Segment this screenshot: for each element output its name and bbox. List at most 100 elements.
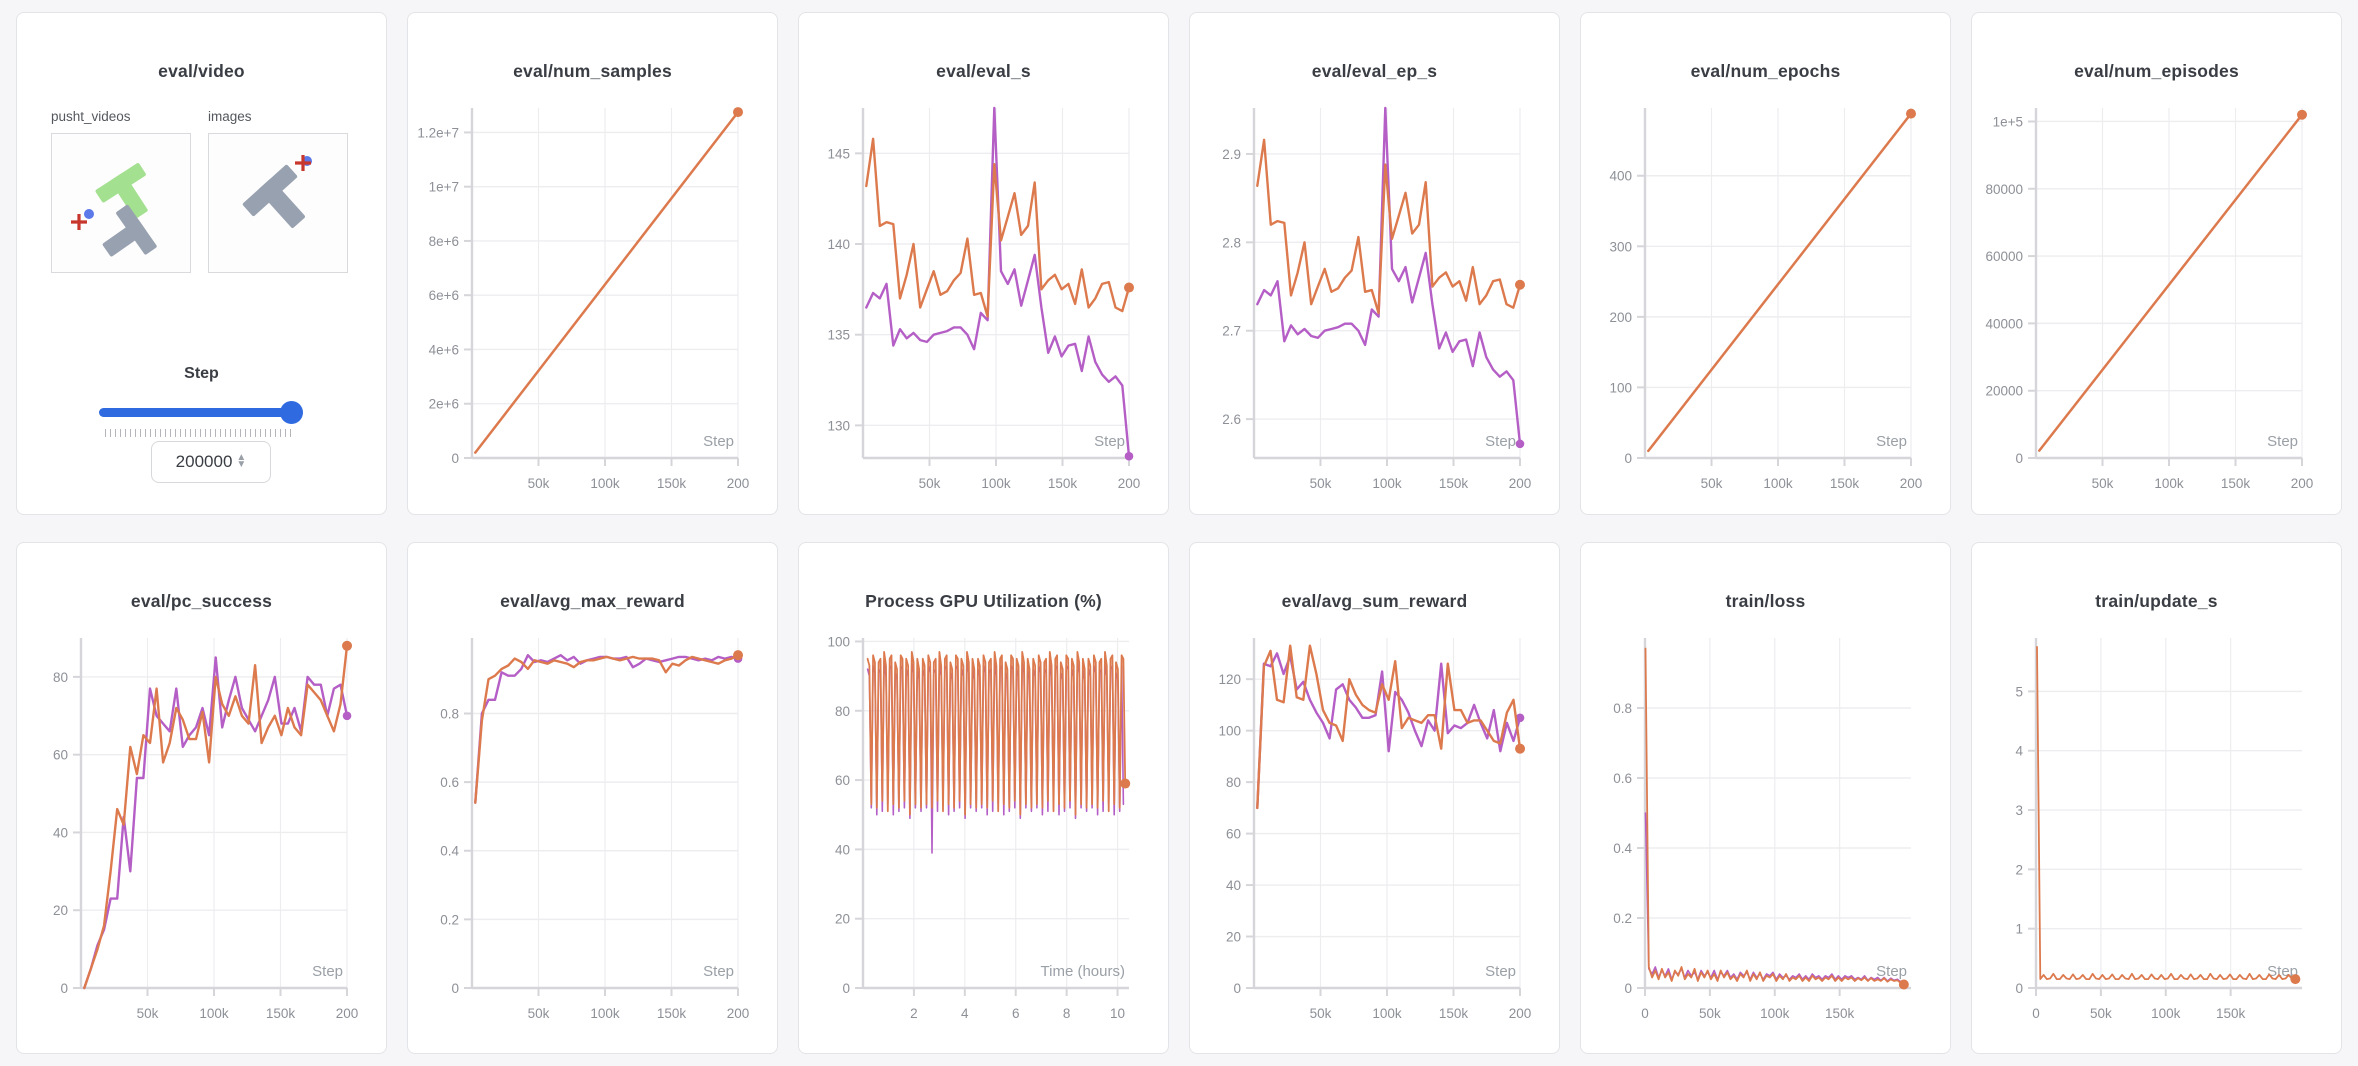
svg-text:200: 200	[1900, 476, 1923, 491]
svg-text:50k: 50k	[919, 476, 941, 491]
panel-eval-eval-ep-s: eval/eval_ep_s 2.6 2.7 2.8 2.9 50k 100k 150k 20…	[1189, 12, 1560, 515]
svg-text:Step: Step	[2267, 433, 2298, 450]
chart-title: train/update_s	[2095, 591, 2218, 611]
chart-title: eval/eval_ep_s	[1311, 61, 1438, 81]
svg-text:60000: 60000	[1985, 249, 2023, 264]
svg-text:100k: 100k	[2154, 476, 2184, 491]
panel-eval-eval-s: eval/eval_s 130 135 140 145 50k 100k 150k 200 St…	[798, 12, 1169, 515]
svg-text:40: 40	[835, 842, 850, 857]
chart-title: eval/num_epochs	[1690, 61, 1841, 81]
svg-text:150k: 150k	[1825, 1006, 1855, 1021]
panel-eval-num-epochs: eval/num_epochs 0 100 200 300 400 50k 100k 150k…	[1580, 12, 1951, 515]
svg-text:300: 300	[1609, 239, 1632, 254]
svg-text:5: 5	[2015, 684, 2023, 699]
chart-train-loss[interactable]: 0 0.2 0.4 0.6 0.8 0 50k 100k 150k Step	[1581, 603, 1950, 1046]
chart-process-gpu-utilization[interactable]: 0 20 40 60 80 100 2 4 6 8 10 Time (hours)	[799, 603, 1168, 1046]
images-thumbnail[interactable]	[208, 133, 348, 273]
svg-text:80: 80	[835, 704, 850, 719]
svg-text:8e+6: 8e+6	[429, 234, 459, 249]
svg-text:0.2: 0.2	[440, 912, 459, 927]
step-slider[interactable]	[99, 401, 303, 427]
svg-text:1.2e+7: 1.2e+7	[417, 125, 459, 140]
svg-text:200: 200	[2291, 476, 2314, 491]
block-t-stem	[258, 178, 305, 228]
chart-eval-avg-sum-reward[interactable]: 0 20 40 60 80 100 120 50k 100k 150k 200 Step	[1190, 603, 1559, 1046]
svg-text:50k: 50k	[528, 1006, 550, 1021]
svg-text:200: 200	[1609, 310, 1632, 325]
svg-text:100k: 100k	[2151, 1006, 2181, 1021]
svg-text:100k: 100k	[1372, 1006, 1402, 1021]
svg-text:200: 200	[727, 476, 750, 491]
panel-train-loss: train/loss 0 0.2 0.4 0.6 0.8 0 50k 100k 150k Step	[1580, 542, 1951, 1054]
chart-title: eval/avg_max_reward	[500, 591, 685, 611]
svg-text:0: 0	[2015, 451, 2023, 466]
svg-text:50k: 50k	[1701, 476, 1723, 491]
svg-text:80: 80	[1226, 775, 1241, 790]
svg-text:140: 140	[827, 237, 850, 252]
panel-eval-pc-success: eval/pc_success 0 20 40 60 80 50k 100k 150k 200 S…	[16, 542, 387, 1054]
svg-text:0: 0	[451, 451, 459, 466]
svg-text:6e+6: 6e+6	[429, 288, 459, 303]
svg-text:150k: 150k	[1830, 476, 1860, 491]
chart-eval-num-episodes[interactable]: 0 20000 40000 60000 80000 1e+5 50k 100k 150k 200 S…	[1972, 73, 2341, 515]
svg-text:Step: Step	[1094, 433, 1125, 450]
svg-text:40: 40	[53, 825, 68, 840]
svg-text:Step: Step	[1876, 963, 1907, 980]
svg-text:2e+6: 2e+6	[429, 397, 459, 412]
chart-eval-pc-success[interactable]: 0 20 40 60 80 50k 100k 150k 200 Step	[17, 603, 386, 1046]
svg-text:0: 0	[451, 981, 459, 996]
svg-text:200: 200	[336, 1006, 359, 1021]
svg-text:0: 0	[1233, 981, 1241, 996]
svg-text:Step: Step	[1485, 433, 1516, 450]
svg-text:Time (hours): Time (hours)	[1041, 963, 1125, 980]
svg-text:50k: 50k	[2090, 1006, 2112, 1021]
step-slider-label: Step	[184, 365, 219, 382]
svg-text:200: 200	[1509, 476, 1532, 491]
svg-text:50k: 50k	[137, 1006, 159, 1021]
chart-eval-eval-s[interactable]: 130 135 140 145 50k 100k 150k 200 Step	[799, 73, 1168, 515]
stepper-arrows-icon[interactable]: ▲ ▼	[236, 452, 247, 470]
svg-text:2.8: 2.8	[1222, 235, 1241, 250]
step-input-value[interactable]: 200000	[175, 452, 233, 471]
svg-text:50k: 50k	[2092, 476, 2114, 491]
panel-process-gpu-utilization: Process GPU Utilization (%) 0 20 40 60 80 100…	[798, 542, 1169, 1054]
svg-text:150k: 150k	[1439, 1006, 1469, 1021]
svg-text:0: 0	[842, 981, 850, 996]
svg-text:150k: 150k	[1439, 476, 1469, 491]
svg-text:150k: 150k	[2221, 476, 2251, 491]
svg-text:40000: 40000	[1985, 316, 2023, 331]
svg-text:145: 145	[827, 146, 850, 161]
svg-text:40: 40	[1226, 878, 1241, 893]
chart-eval-num-epochs[interactable]: 0 100 200 300 400 50k 100k 150k 200 Step	[1581, 73, 1950, 515]
svg-text:4e+6: 4e+6	[429, 342, 459, 357]
chart-eval-avg-max-reward[interactable]: 0 0.2 0.4 0.6 0.8 50k 100k 150k 200 Step	[408, 603, 777, 1046]
svg-text:150k: 150k	[1048, 476, 1078, 491]
chart-title: eval/eval_s	[936, 61, 1031, 81]
svg-text:3: 3	[2015, 803, 2023, 818]
svg-text:0.4: 0.4	[1613, 841, 1632, 856]
slider-track[interactable]	[99, 408, 301, 417]
slider-thumb[interactable]	[280, 401, 303, 424]
panel-eval-num-episodes: eval/num_episodes 0 20000 40000 60000 80000 1…	[1971, 12, 2342, 515]
svg-text:100: 100	[1609, 380, 1632, 395]
panel-title-eval-video: eval/video	[158, 61, 245, 81]
chart-eval-num-samples[interactable]: 0 2e+6 4e+6 6e+6 8e+6 1e+7 1.2e+7 50k 100k 150k 20…	[408, 73, 777, 515]
svg-text:135: 135	[827, 328, 850, 343]
chart-eval-eval-ep-s[interactable]: 2.6 2.7 2.8 2.9 50k 100k 150k 200 Step	[1190, 73, 1559, 515]
pusht-video-thumbnail[interactable]	[51, 133, 191, 273]
svg-text:Step: Step	[1876, 433, 1907, 450]
pusht-image-render	[242, 155, 312, 228]
step-input[interactable]: 200000 ▲ ▼	[151, 441, 271, 483]
svg-text:0: 0	[2032, 1006, 2040, 1021]
svg-text:4: 4	[961, 1006, 969, 1021]
panel-eval-avg-sum-reward: eval/avg_sum_reward 0 20 40 60 80 100 120 50k 10…	[1189, 542, 1560, 1054]
slider-tick-ruler	[105, 429, 295, 437]
svg-text:50k: 50k	[1310, 476, 1332, 491]
panel-eval-avg-max-reward: eval/avg_max_reward 0 0.2 0.4 0.6 0.8 50k 100k…	[407, 542, 778, 1054]
svg-text:20: 20	[1226, 930, 1241, 945]
svg-text:50k: 50k	[1310, 1006, 1332, 1021]
svg-text:150k: 150k	[266, 1006, 296, 1021]
goal-cross	[71, 214, 87, 230]
svg-text:150k: 150k	[657, 476, 687, 491]
